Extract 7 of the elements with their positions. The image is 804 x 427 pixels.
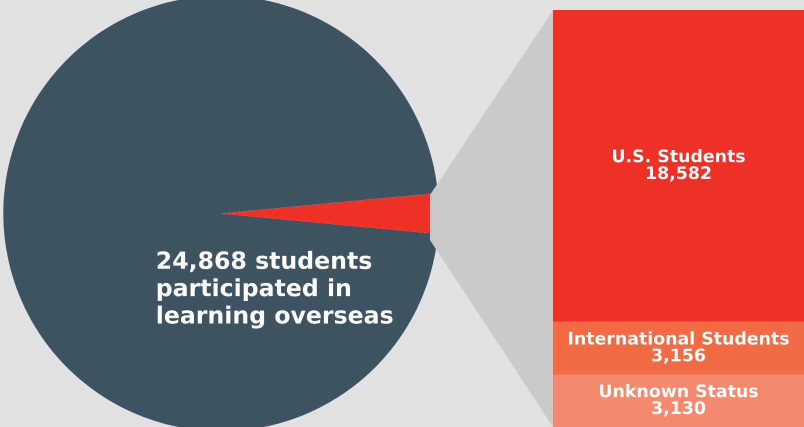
series-label: U.S. Students [613,148,745,162]
series-label: International Students [569,331,789,345]
data-label: 3,156 [652,348,706,364]
text: 24,868 students participated in learning overseas [158,250,392,329]
data-label: 18,582 [646,166,710,182]
data-label: 3,130 [652,401,706,416]
series-label: Unknown Status [600,384,758,398]
